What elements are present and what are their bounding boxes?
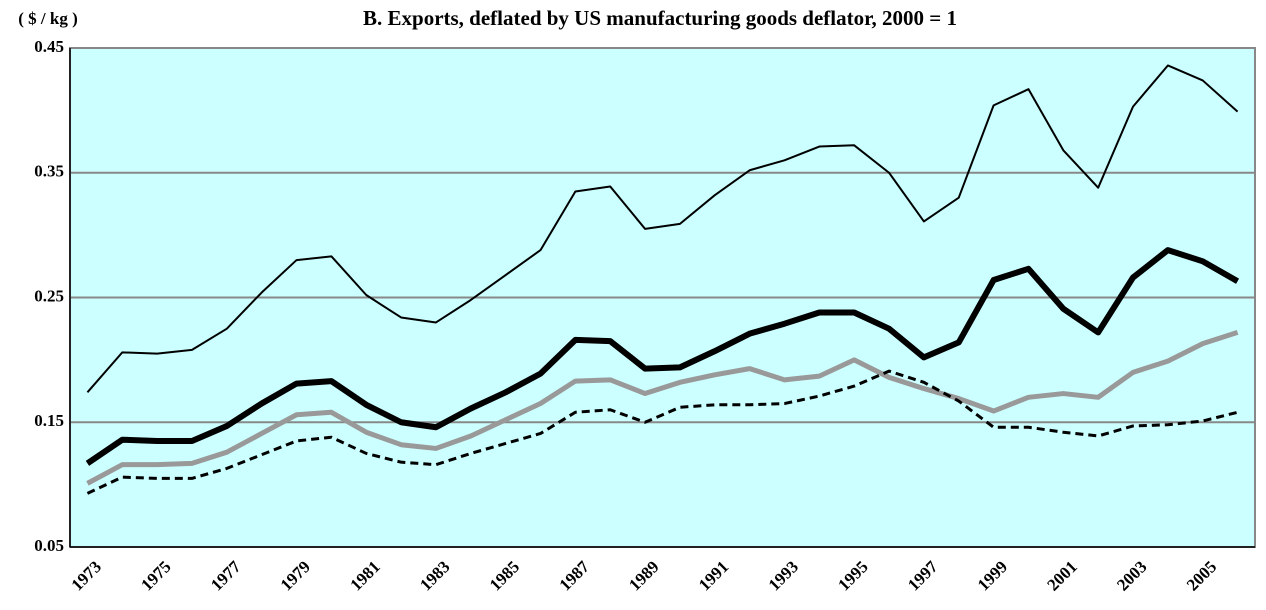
y-tick-label: 0.45 [34, 37, 64, 56]
x-tick-label: 1975 [137, 557, 174, 594]
series-line [86, 64, 1239, 393]
x-tick-label: 1997 [904, 557, 942, 595]
x-tick-label: 1973 [68, 557, 105, 594]
y-axis-label: ( $ / kg ) [18, 9, 78, 28]
x-tick-label: 2005 [1183, 557, 1220, 594]
x-tick-label: 1987 [556, 557, 594, 595]
x-tick-label: 2003 [1113, 557, 1150, 594]
series-line [86, 330, 1239, 486]
x-tick-label: 2001 [1043, 557, 1080, 594]
y-tick-label: 0.05 [34, 536, 64, 555]
x-tick-label: 1999 [974, 557, 1011, 594]
x-tick-label: 1979 [277, 557, 314, 594]
series-line [85, 247, 1240, 466]
chart-title: B. Exports, deflated by US manufacturing… [363, 6, 957, 30]
x-tick-label: 1981 [346, 557, 383, 594]
x-tick-label: 1985 [486, 557, 523, 594]
x-tick-label: 1983 [416, 557, 453, 594]
y-tick-label: 0.15 [34, 411, 64, 430]
x-tick-label: 1995 [834, 557, 871, 594]
y-tick-label: 0.25 [34, 286, 64, 305]
x-tick-label: 1991 [695, 557, 732, 594]
x-tick-label: 1977 [207, 557, 245, 595]
series-line [86, 369, 1238, 495]
x-tick-label: 1989 [625, 557, 662, 594]
y-tick-label: 0.35 [34, 162, 64, 181]
x-tick-label: 1993 [765, 557, 802, 594]
